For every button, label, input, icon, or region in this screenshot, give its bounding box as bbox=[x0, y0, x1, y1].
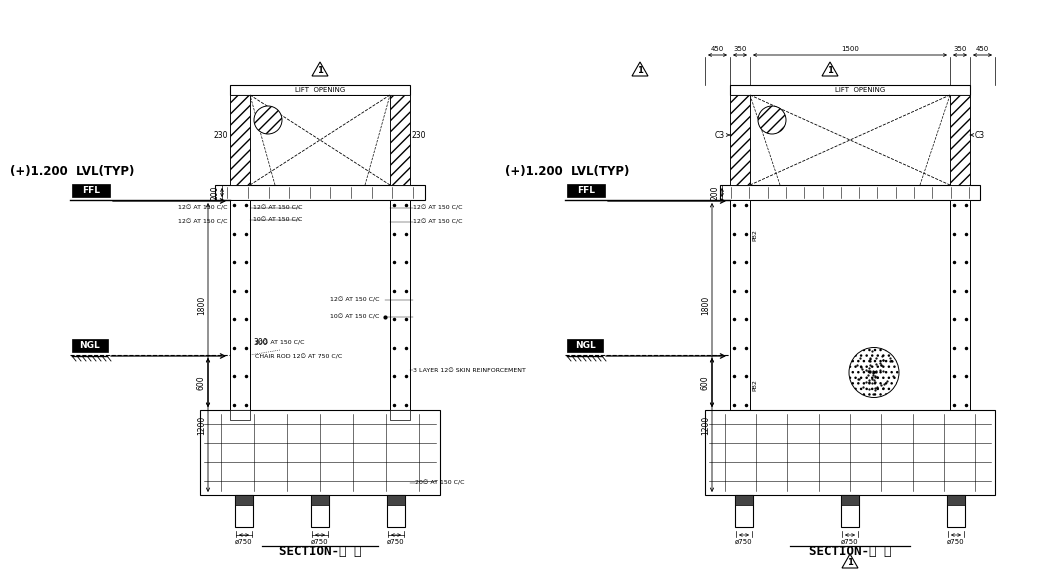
Text: 12∅ AT 150 C/C: 12∅ AT 150 C/C bbox=[253, 205, 302, 211]
Text: (+)1.200  LVL(TYP): (+)1.200 LVL(TYP) bbox=[10, 166, 135, 178]
Text: 600: 600 bbox=[197, 375, 206, 390]
Text: 600: 600 bbox=[701, 375, 710, 390]
Text: 12∅ AT 150 C/C: 12∅ AT 150 C/C bbox=[413, 205, 462, 211]
Text: 1200: 1200 bbox=[197, 415, 206, 435]
Bar bbox=[730, 85, 970, 95]
Text: 10∅ AT 150 C/C: 10∅ AT 150 C/C bbox=[330, 315, 379, 319]
Circle shape bbox=[254, 106, 282, 134]
Bar bbox=[730, 95, 750, 185]
Polygon shape bbox=[632, 62, 648, 76]
Text: ø750: ø750 bbox=[312, 539, 329, 545]
Bar bbox=[720, 185, 980, 200]
Text: 12∅ AT 150 C/C: 12∅ AT 150 C/C bbox=[413, 219, 462, 225]
Circle shape bbox=[758, 106, 787, 134]
Text: 350: 350 bbox=[953, 46, 967, 52]
Text: 300: 300 bbox=[253, 338, 267, 347]
Bar bbox=[230, 85, 410, 95]
Text: NGL: NGL bbox=[575, 341, 596, 350]
Bar bbox=[567, 184, 605, 197]
Bar bbox=[311, 495, 329, 527]
Text: SECTION-⑥ ⑥: SECTION-⑥ ⑥ bbox=[809, 545, 891, 558]
Circle shape bbox=[849, 347, 899, 397]
Text: 1: 1 bbox=[317, 66, 323, 75]
Bar bbox=[387, 495, 405, 527]
Bar bbox=[200, 410, 440, 495]
Text: (+)1.200  LVL(TYP): (+)1.200 LVL(TYP) bbox=[505, 166, 630, 178]
Text: 200: 200 bbox=[711, 185, 720, 199]
Bar bbox=[390, 410, 410, 420]
Text: 200: 200 bbox=[211, 185, 220, 199]
Text: FFL: FFL bbox=[577, 186, 595, 195]
Text: 12∅ AT 150 C/C: 12∅ AT 150 C/C bbox=[177, 205, 227, 211]
Polygon shape bbox=[312, 62, 328, 76]
Bar bbox=[750, 95, 950, 185]
Text: ø750: ø750 bbox=[842, 539, 859, 545]
Bar bbox=[730, 200, 750, 410]
Text: C3: C3 bbox=[714, 130, 725, 139]
Bar bbox=[390, 95, 410, 185]
Bar bbox=[735, 495, 753, 505]
Text: C3: C3 bbox=[975, 130, 985, 139]
Bar bbox=[390, 95, 410, 185]
Text: 20∅ AT 150 C/C: 20∅ AT 150 C/C bbox=[255, 340, 304, 346]
Text: 12∅ AT 150 C/C: 12∅ AT 150 C/C bbox=[330, 297, 379, 302]
Text: ø750: ø750 bbox=[948, 539, 965, 545]
Text: 1: 1 bbox=[847, 558, 853, 567]
Bar bbox=[947, 495, 965, 527]
Text: 1800: 1800 bbox=[701, 295, 710, 315]
Bar bbox=[947, 495, 965, 505]
Bar bbox=[730, 95, 750, 185]
Bar bbox=[387, 495, 405, 505]
Bar bbox=[841, 495, 859, 505]
Bar bbox=[230, 95, 250, 185]
Text: LIFT  OPENING: LIFT OPENING bbox=[295, 87, 346, 93]
Text: PB2: PB2 bbox=[752, 379, 757, 391]
Text: 10∅ AT 150 C/C: 10∅ AT 150 C/C bbox=[253, 218, 302, 222]
Text: 1: 1 bbox=[827, 66, 833, 75]
Text: CHAIR ROD 12∅ AT 750 C/C: CHAIR ROD 12∅ AT 750 C/C bbox=[255, 355, 342, 360]
Text: 12∅ AT 150 C/C: 12∅ AT 150 C/C bbox=[177, 219, 227, 225]
Text: 1: 1 bbox=[637, 66, 643, 75]
Text: 20∅ AT 150 C/C: 20∅ AT 150 C/C bbox=[416, 480, 464, 486]
Bar bbox=[72, 184, 110, 197]
Text: 3 LAYER 12∅ SKIN REINFORCEMENT: 3 LAYER 12∅ SKIN REINFORCEMENT bbox=[413, 367, 526, 373]
Text: SECTION-⑤ ⑤: SECTION-⑤ ⑤ bbox=[279, 545, 361, 558]
Bar bbox=[230, 200, 250, 410]
Bar bbox=[230, 410, 250, 420]
Bar bbox=[841, 495, 859, 527]
Bar bbox=[230, 95, 250, 185]
Bar bbox=[72, 339, 108, 352]
Bar bbox=[250, 95, 390, 185]
Bar bbox=[950, 95, 970, 185]
Text: 1500: 1500 bbox=[841, 46, 859, 52]
Text: 230: 230 bbox=[412, 130, 426, 139]
Text: LIFT  OPENING: LIFT OPENING bbox=[835, 87, 885, 93]
Bar bbox=[705, 410, 995, 495]
Bar bbox=[735, 495, 753, 527]
Text: 1800: 1800 bbox=[197, 295, 206, 315]
Bar bbox=[235, 495, 253, 505]
Text: ø750: ø750 bbox=[736, 539, 753, 545]
Text: ø750: ø750 bbox=[235, 539, 253, 545]
Text: 450: 450 bbox=[976, 46, 989, 52]
Bar bbox=[950, 200, 970, 410]
Bar bbox=[235, 495, 253, 527]
Text: 1200: 1200 bbox=[701, 415, 710, 435]
Bar bbox=[215, 185, 425, 200]
Bar bbox=[311, 495, 329, 505]
Polygon shape bbox=[822, 62, 838, 76]
Bar bbox=[567, 339, 603, 352]
Text: 450: 450 bbox=[711, 46, 724, 52]
Polygon shape bbox=[842, 554, 858, 568]
Bar bbox=[390, 200, 410, 410]
Text: 350: 350 bbox=[734, 46, 746, 52]
Text: FFL: FFL bbox=[82, 186, 100, 195]
Text: ø750: ø750 bbox=[387, 539, 405, 545]
Text: 230: 230 bbox=[213, 130, 228, 139]
Text: NGL: NGL bbox=[80, 341, 101, 350]
Text: PB2: PB2 bbox=[752, 229, 757, 241]
Bar bbox=[950, 95, 970, 185]
